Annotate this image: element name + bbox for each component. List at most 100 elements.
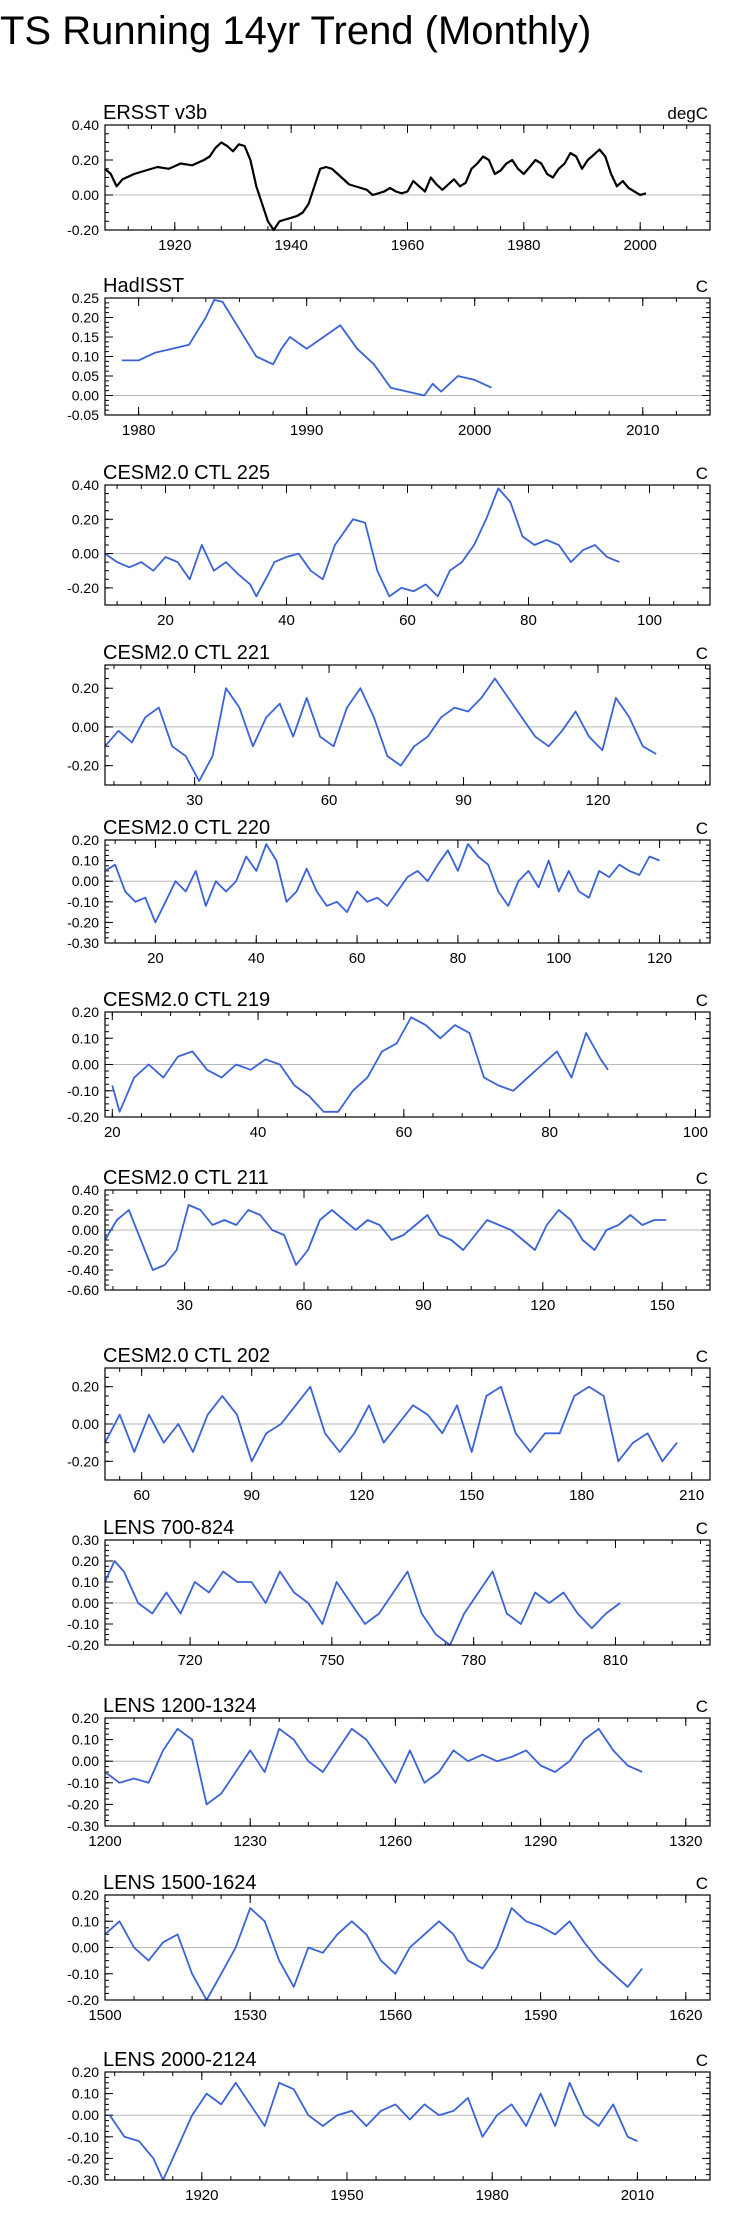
plot-frame bbox=[104, 297, 711, 416]
y-tick-label: -0.05 bbox=[67, 407, 99, 423]
x-tick-label: 1920 bbox=[185, 2187, 218, 2204]
plot-frame bbox=[104, 1894, 711, 2001]
panel-2: HadISST C 1980 1990 2000 2010 -0.05 0.00 0.05 0.1… bbox=[67, 275, 711, 439]
y-tick-label: 0.20 bbox=[72, 1887, 99, 1903]
x-tick-label: 40 bbox=[248, 950, 265, 967]
series-line bbox=[104, 1204, 667, 1271]
x-tick-label: 1530 bbox=[234, 2007, 267, 2024]
x-tick-label: 90 bbox=[243, 1487, 260, 1504]
x-tick-label: 1980 bbox=[507, 237, 540, 254]
series-line bbox=[104, 677, 657, 782]
panel-units: C bbox=[696, 2051, 708, 2070]
x-tick-label: 100 bbox=[683, 1124, 708, 1141]
x-tick-label: 1620 bbox=[669, 2007, 702, 2024]
series-line bbox=[104, 843, 660, 924]
x-tick-label: 90 bbox=[455, 792, 472, 809]
x-tick-label: 750 bbox=[319, 1652, 344, 1669]
y-tick-label: 0.40 bbox=[72, 117, 99, 133]
y-tick-label: 0.15 bbox=[72, 329, 99, 345]
y-tick-label: 0.00 bbox=[72, 1595, 99, 1611]
series-line bbox=[109, 2081, 638, 2181]
x-tick-label: 120 bbox=[349, 1487, 374, 1504]
y-tick-label: 0.20 bbox=[72, 511, 99, 527]
x-tick-label: 20 bbox=[157, 612, 174, 629]
x-tick-label: 210 bbox=[679, 1487, 704, 1504]
panel-units: C bbox=[696, 1519, 708, 1538]
x-tick-label: 1990 bbox=[290, 422, 323, 439]
series-line bbox=[111, 1016, 609, 1113]
panel-1: ERSST v3b degC 1920 1940 1960 1980 2000 -0.20 0.… bbox=[67, 102, 711, 254]
panel-units: C bbox=[696, 644, 708, 663]
series-line bbox=[104, 487, 620, 598]
x-tick-label: 40 bbox=[250, 1124, 267, 1141]
x-tick-label: 1260 bbox=[379, 1833, 412, 1850]
x-tick-label: 30 bbox=[186, 792, 203, 809]
y-tick-label: 0.20 bbox=[72, 1710, 99, 1726]
x-tick-label: 20 bbox=[147, 950, 164, 967]
y-tick-label: 0.00 bbox=[72, 2107, 99, 2123]
y-tick-label: -0.30 bbox=[67, 935, 99, 951]
x-tick-label: 1980 bbox=[476, 2187, 509, 2204]
panel-units: C bbox=[696, 1169, 708, 1188]
y-tick-label: 0.10 bbox=[72, 1030, 99, 1046]
series-line bbox=[104, 141, 647, 232]
x-tick-label: 60 bbox=[349, 950, 366, 967]
y-tick-label: -0.20 bbox=[67, 1796, 99, 1812]
plot-frame bbox=[104, 1189, 711, 1291]
y-tick-label: 0.00 bbox=[72, 1057, 99, 1073]
plot-frame bbox=[104, 124, 711, 231]
y-tick-label: 0.10 bbox=[72, 1574, 99, 1590]
y-tick-label: -0.20 bbox=[67, 914, 99, 930]
y-tick-label: -0.30 bbox=[67, 1818, 99, 1834]
x-tick-label: 100 bbox=[637, 612, 662, 629]
figure-title: TS Running 14yr Trend (Monthly) bbox=[0, 9, 591, 53]
x-tick-label: 1960 bbox=[391, 237, 424, 254]
panel-units: C bbox=[696, 464, 708, 483]
y-tick-label: 0.40 bbox=[72, 1182, 99, 1198]
y-tick-label: -0.10 bbox=[67, 2129, 99, 2145]
x-tick-label: 2000 bbox=[624, 237, 657, 254]
x-tick-label: 60 bbox=[399, 612, 416, 629]
y-tick-label: 0.10 bbox=[72, 2086, 99, 2102]
panel-7: CESM2.0 CTL 211 C 30 60 90 120 150 -0.60 -0.40 -0… bbox=[67, 1167, 711, 1314]
panel-3: CESM2.0 CTL 225 C 20 40 60 80 100 -0.20 0.00 0.20… bbox=[67, 462, 711, 629]
panel-8: CESM2.0 CTL 202 C 60 90 120 150 180 210 -0.20 0.0… bbox=[67, 1345, 711, 1504]
plot-frame bbox=[104, 1539, 711, 1646]
x-tick-label: 1290 bbox=[524, 1833, 557, 1850]
y-tick-label: 0.20 bbox=[72, 680, 99, 696]
panel-title: LENS 2000-2124 bbox=[103, 2049, 256, 2071]
y-tick-label: 0.00 bbox=[72, 1416, 99, 1432]
panel-9: LENS 700-824 C 720 750 780 810 -0.20 -0.10 0.00 0… bbox=[67, 1517, 711, 1669]
y-tick-label: 0.20 bbox=[72, 310, 99, 326]
plot-frame bbox=[104, 2071, 711, 2181]
series-line bbox=[104, 1727, 643, 1806]
series-line bbox=[104, 1560, 621, 1646]
x-tick-label: 120 bbox=[647, 950, 672, 967]
y-tick-label: -0.20 bbox=[67, 222, 99, 238]
panel-4: CESM2.0 CTL 221 C 30 60 90 120 -0.20 0.00 0.20 bbox=[67, 642, 711, 809]
x-tick-label: 2010 bbox=[626, 422, 659, 439]
x-tick-label: 1590 bbox=[524, 2007, 557, 2024]
panel-units: C bbox=[696, 1874, 708, 1893]
x-tick-label: 150 bbox=[459, 1487, 484, 1504]
panel-10: LENS 1200-1324 C 1200 1230 1260 1290 1320 -0.30… bbox=[67, 1695, 711, 1850]
plot-frame bbox=[104, 484, 711, 606]
panel-12: LENS 2000-2124 C 1920 1950 1980 2010 -0.30 -0.2… bbox=[67, 2049, 711, 2204]
x-tick-label: 1200 bbox=[88, 1833, 121, 1850]
panel-title: CESM2.0 CTL 221 bbox=[103, 642, 270, 664]
y-tick-label: -0.60 bbox=[67, 1282, 99, 1298]
y-tick-label: 0.10 bbox=[72, 1913, 99, 1929]
panel-title: CESM2.0 CTL 219 bbox=[103, 989, 270, 1011]
x-tick-label: 80 bbox=[520, 612, 537, 629]
panel-title: CESM2.0 CTL 202 bbox=[103, 1345, 270, 1367]
y-tick-label: 0.30 bbox=[72, 1532, 99, 1548]
y-tick-label: 0.00 bbox=[72, 388, 99, 404]
y-tick-label: 0.10 bbox=[72, 349, 99, 365]
y-tick-label: -0.30 bbox=[67, 2172, 99, 2188]
panel-title: LENS 700-824 bbox=[103, 1517, 234, 1539]
y-tick-label: -0.10 bbox=[67, 1775, 99, 1791]
x-tick-label: 120 bbox=[585, 792, 610, 809]
y-tick-label: -0.10 bbox=[67, 894, 99, 910]
x-tick-label: 60 bbox=[321, 792, 338, 809]
